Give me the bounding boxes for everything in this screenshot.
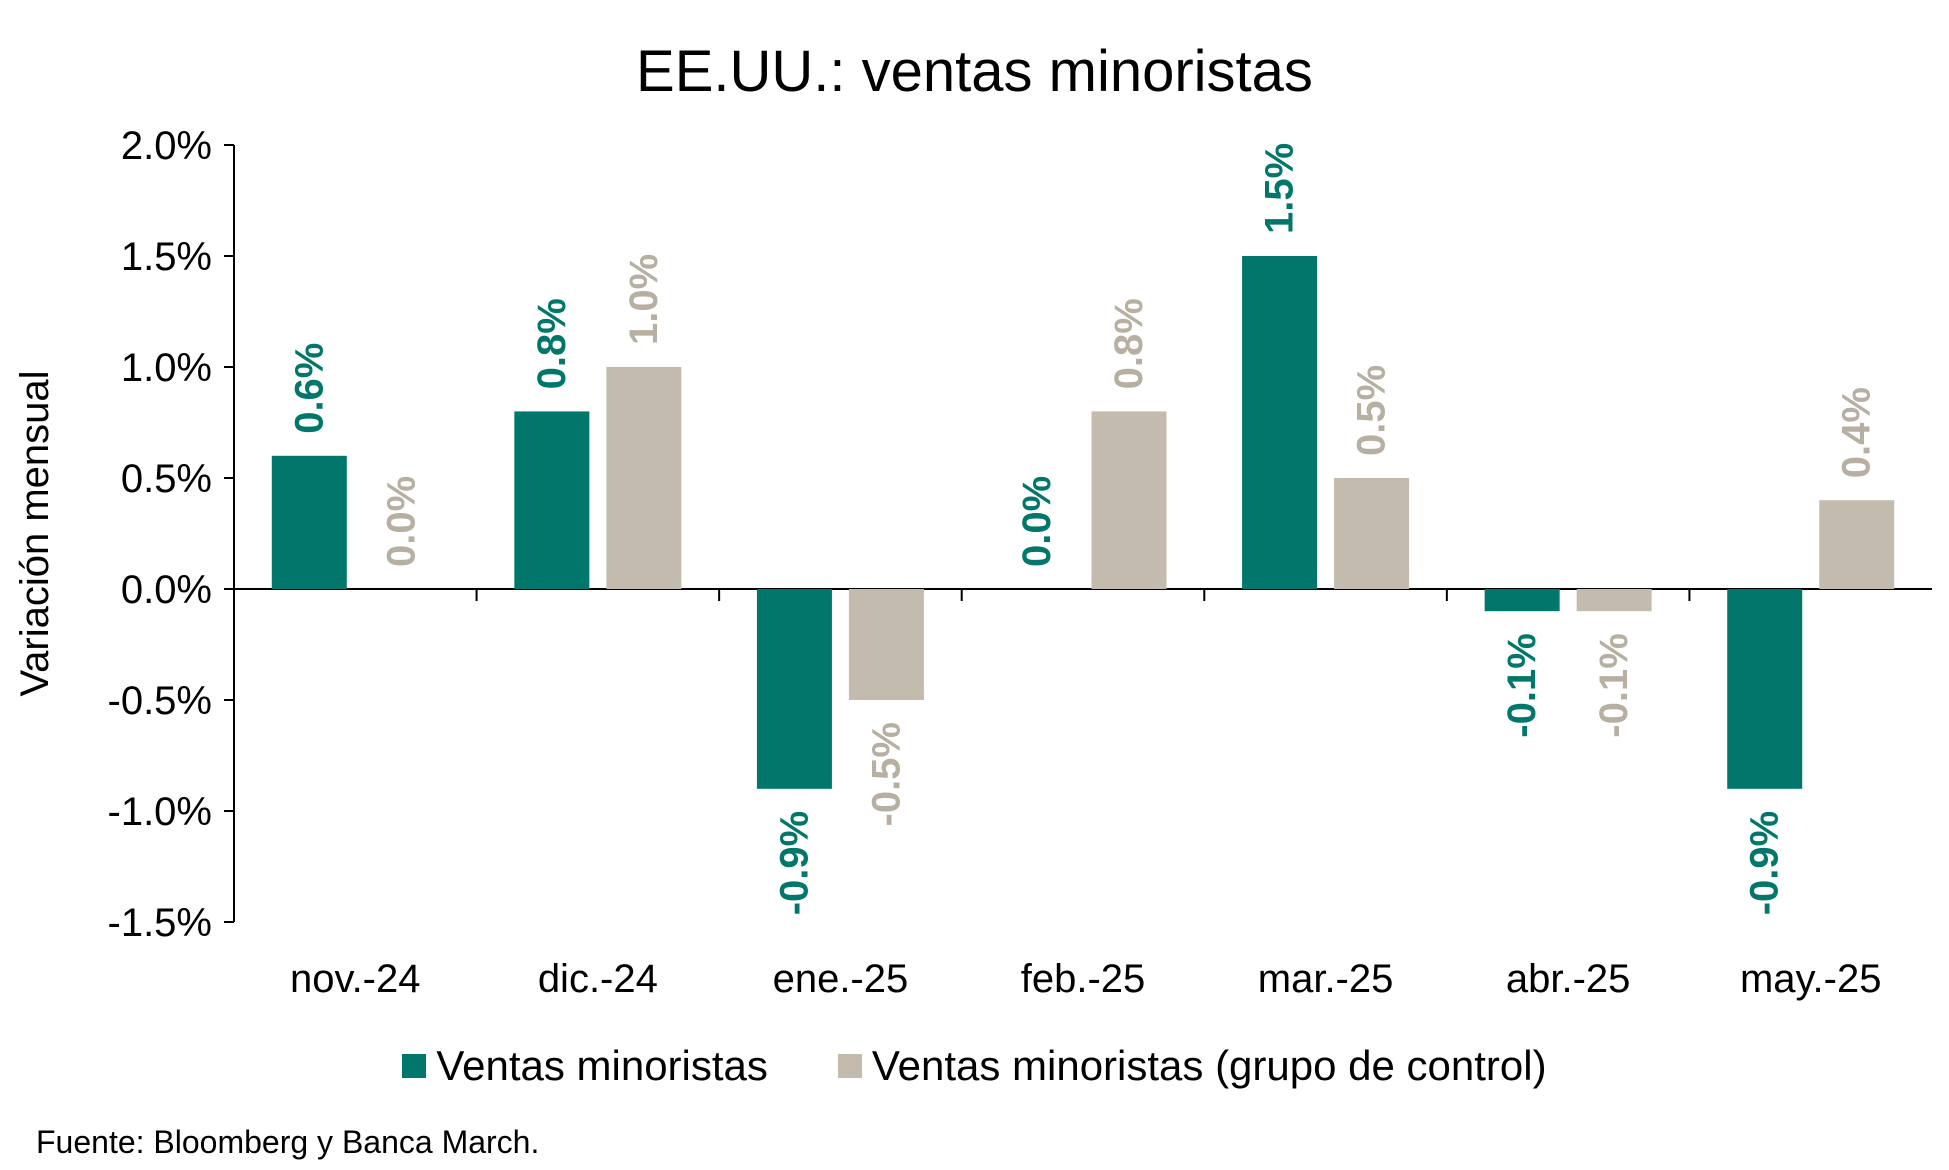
legend: Ventas minoristas Ventas minoristas (gru… (0, 1042, 1949, 1090)
bar-ventas (756, 589, 832, 789)
x-tick-label: mar.-25 (1258, 957, 1394, 1001)
chart-title: EE.UU.: ventas minoristas (636, 39, 1313, 104)
x-tick-label: feb.-25 (1021, 957, 1146, 1001)
y-tick-label: -1.5% (108, 901, 213, 945)
bar-grupo-control (848, 589, 924, 700)
y-tick-label: -1.0% (108, 790, 213, 834)
data-label-ventas: -0.9% (1743, 811, 1787, 916)
data-label-grupo-control: -0.1% (1592, 633, 1636, 738)
x-tick-label: abr.-25 (1506, 957, 1631, 1001)
y-tick-label: 1.0% (121, 346, 212, 390)
source-note: Fuente: Bloomberg y Banca March. (36, 1124, 540, 1160)
x-tick-label: dic.-24 (538, 957, 658, 1001)
data-label-grupo-control: 1.0% (622, 254, 666, 345)
bar-grupo-control (1819, 500, 1895, 589)
bar-grupo-control (1091, 411, 1167, 589)
bar-grupo-control (606, 367, 682, 589)
data-label-ventas: 0.0% (1015, 476, 1059, 567)
legend-label-grupo-control: Ventas minoristas (grupo de control) (871, 1042, 1547, 1089)
y-axis-title: Variación mensual (13, 370, 57, 696)
y-tick-label: 2.0% (121, 124, 212, 168)
bar-ventas (1727, 589, 1803, 789)
data-label-ventas: -0.1% (1500, 633, 1544, 738)
data-label-grupo-control: 0.5% (1350, 365, 1394, 456)
bar-ventas (514, 411, 590, 589)
bar-ventas (271, 455, 347, 589)
data-label-ventas: 0.6% (287, 343, 331, 434)
legend-swatch-grupo-control (837, 1054, 862, 1078)
y-tick-label: 0.0% (121, 568, 212, 612)
y-tick-label: 0.5% (121, 457, 212, 501)
legend-label-ventas: Ventas minoristas (436, 1042, 768, 1089)
x-tick-label: ene.-25 (773, 957, 909, 1001)
data-label-ventas: 1.5% (1258, 143, 1302, 234)
x-tick-label: may.-25 (1740, 957, 1882, 1001)
bar-ventas (1484, 589, 1560, 612)
y-tick-label: -0.5% (108, 679, 213, 723)
legend-item-grupo-control: Ventas minoristas (grupo de control) (837, 1042, 1547, 1090)
legend-item-ventas: Ventas minoristas (402, 1042, 768, 1090)
data-label-grupo-control: 0.4% (1835, 387, 1879, 478)
data-label-grupo-control: -0.5% (864, 722, 908, 827)
bar-grupo-control (1334, 478, 1410, 589)
bar-ventas (1242, 256, 1318, 589)
bar-grupo-control (1576, 589, 1652, 612)
data-label-grupo-control: 0.8% (1107, 298, 1151, 389)
bar-chart: 2.0% 1.5% 1.0% 0.5% 0.0% -0.5% -1.0% -1.5% Varia… (13, 124, 1932, 1001)
legend-swatch-ventas (402, 1054, 427, 1078)
data-label-grupo-control: 0.0% (379, 476, 423, 567)
data-label-ventas: -0.9% (772, 811, 816, 916)
x-tick-label: nov.-24 (290, 957, 420, 1001)
data-label-ventas: 0.8% (530, 298, 574, 389)
y-tick-label: 1.5% (121, 235, 212, 279)
